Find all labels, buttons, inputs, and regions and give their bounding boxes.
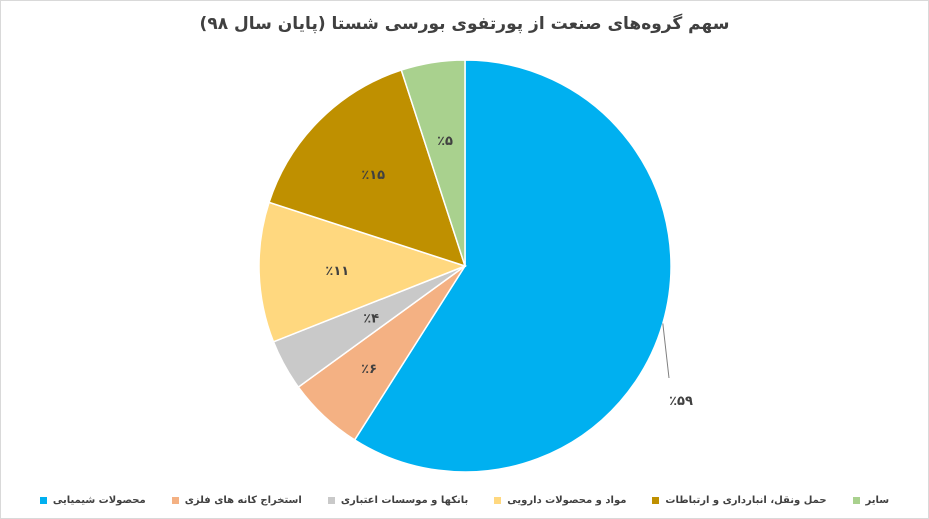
legend-item: محصولات شیمیایی	[39, 494, 146, 506]
legend-label: حمل ونقل، انبارداری و ارتباطات	[665, 494, 827, 506]
legend-item: استخراج کانه های فلزی	[171, 494, 302, 506]
pie-slice	[353, 59, 672, 473]
pie-slice	[400, 59, 466, 267]
legend-swatch	[39, 496, 47, 504]
slice-data-label: ٪۱۵	[361, 168, 385, 183]
chart-title: سهم گروه‌های صنعت از پورتفوی بورسی شستا …	[199, 14, 730, 34]
legend-label: سایر	[865, 494, 890, 506]
legend-swatch	[652, 496, 660, 504]
legend-swatch	[852, 496, 860, 504]
legend-label: محصولات شیمیایی	[52, 494, 146, 506]
slice-data-label: ٪۵	[437, 134, 453, 149]
legend-swatch	[327, 496, 335, 504]
legend-label: بانکها و موسسات اعتباری	[340, 494, 469, 506]
pie-slice	[268, 69, 467, 268]
legend-item: حمل ونقل، انبارداری و ارتباطات	[652, 494, 827, 506]
pie-slices	[258, 59, 672, 473]
slice-data-label: ٪۶	[361, 362, 377, 377]
legend-item: مواد و محصولات دارویی	[494, 495, 626, 506]
slice-data-label: ٪۴	[363, 312, 379, 327]
leader-line	[662, 323, 670, 379]
slice-data-label: ٪۵۹	[669, 394, 693, 409]
legend: محصولات شیمیایی استخراج کانه های فلزی بانک…	[0, 490, 929, 510]
pie-slice	[258, 201, 468, 343]
legend-item: بانکها و موسسات اعتباری	[327, 494, 469, 506]
legend-swatch	[494, 496, 502, 504]
pie-labels: ٪۵۹ ٪۶ ٪۴ ٪۱۱ ٪۱۵ ٪۵	[325, 134, 693, 409]
legend-label: مواد و محصولات دارویی	[507, 494, 627, 506]
legend-swatch	[171, 496, 179, 504]
legend-label: استخراج کانه های فلزی	[184, 494, 302, 506]
slice-data-label: ٪۱۱	[325, 264, 349, 279]
legend-item: سایر	[852, 494, 890, 506]
